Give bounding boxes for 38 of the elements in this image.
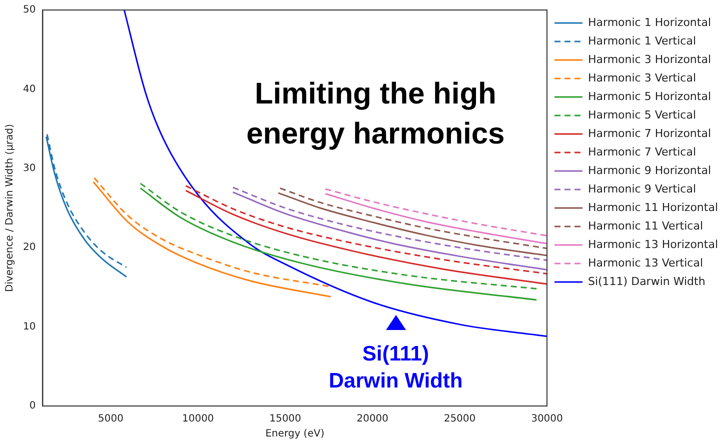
legend-label: Harmonic 9 Vertical xyxy=(588,182,696,196)
y-tick-label: 40 xyxy=(22,84,36,95)
legend-label: Harmonic 1 Horizontal xyxy=(588,16,712,29)
legend-label: Harmonic 13 Horizontal xyxy=(588,238,718,251)
x-tick-label: 10000 xyxy=(182,414,214,425)
x-tick-label: 5000 xyxy=(98,414,124,425)
x-axis-title: Energy (eV) xyxy=(265,428,324,440)
y-tick-label: 30 xyxy=(22,162,36,174)
legend-label: Harmonic 5 Vertical xyxy=(588,108,696,122)
y-tick-label: 0 xyxy=(29,400,36,412)
legend-label: Harmonic 11 Horizontal xyxy=(588,200,718,214)
y-tick-label: 10 xyxy=(22,321,36,332)
x-tick-label: 30000 xyxy=(531,414,563,425)
legend-label: Si(111) Darwin Width xyxy=(588,274,706,288)
legend-label: Harmonic 3 Vertical xyxy=(588,71,696,84)
y-tick-label: 50 xyxy=(22,4,36,16)
annotation: Limiting the high energy harmonics xyxy=(246,77,505,150)
legend-label: Harmonic 1 Vertical xyxy=(588,34,696,48)
y-tick-label: 20 xyxy=(22,242,36,254)
line-series xyxy=(232,191,548,271)
legend-label: Harmonic 9 Horizontal xyxy=(588,164,712,177)
legend-label: Harmonic 3 Horizontal xyxy=(588,52,712,66)
legend-label: Harmonic 7 Horizontal xyxy=(588,126,712,140)
line-series xyxy=(278,192,548,256)
legend-label: Harmonic 5 Horizontal xyxy=(588,90,712,103)
line-series xyxy=(324,188,548,236)
line-series xyxy=(232,186,548,262)
legend-label: Harmonic 13 Vertical xyxy=(588,256,704,270)
legend-label: Harmonic 11 Vertical xyxy=(588,219,704,232)
y-axis-title: Divergence / Darwin Width (µrad) xyxy=(4,124,16,292)
line-series xyxy=(123,9,548,338)
annotation: Si(111) Darwin Width xyxy=(328,342,463,393)
line-series xyxy=(324,192,548,244)
x-tick-label: 20000 xyxy=(356,414,388,425)
x-tick-label: 25000 xyxy=(444,414,476,425)
line-series xyxy=(279,187,548,250)
legend-label: Harmonic 7 Vertical xyxy=(588,145,696,158)
x-tick-label: 15000 xyxy=(269,414,302,425)
